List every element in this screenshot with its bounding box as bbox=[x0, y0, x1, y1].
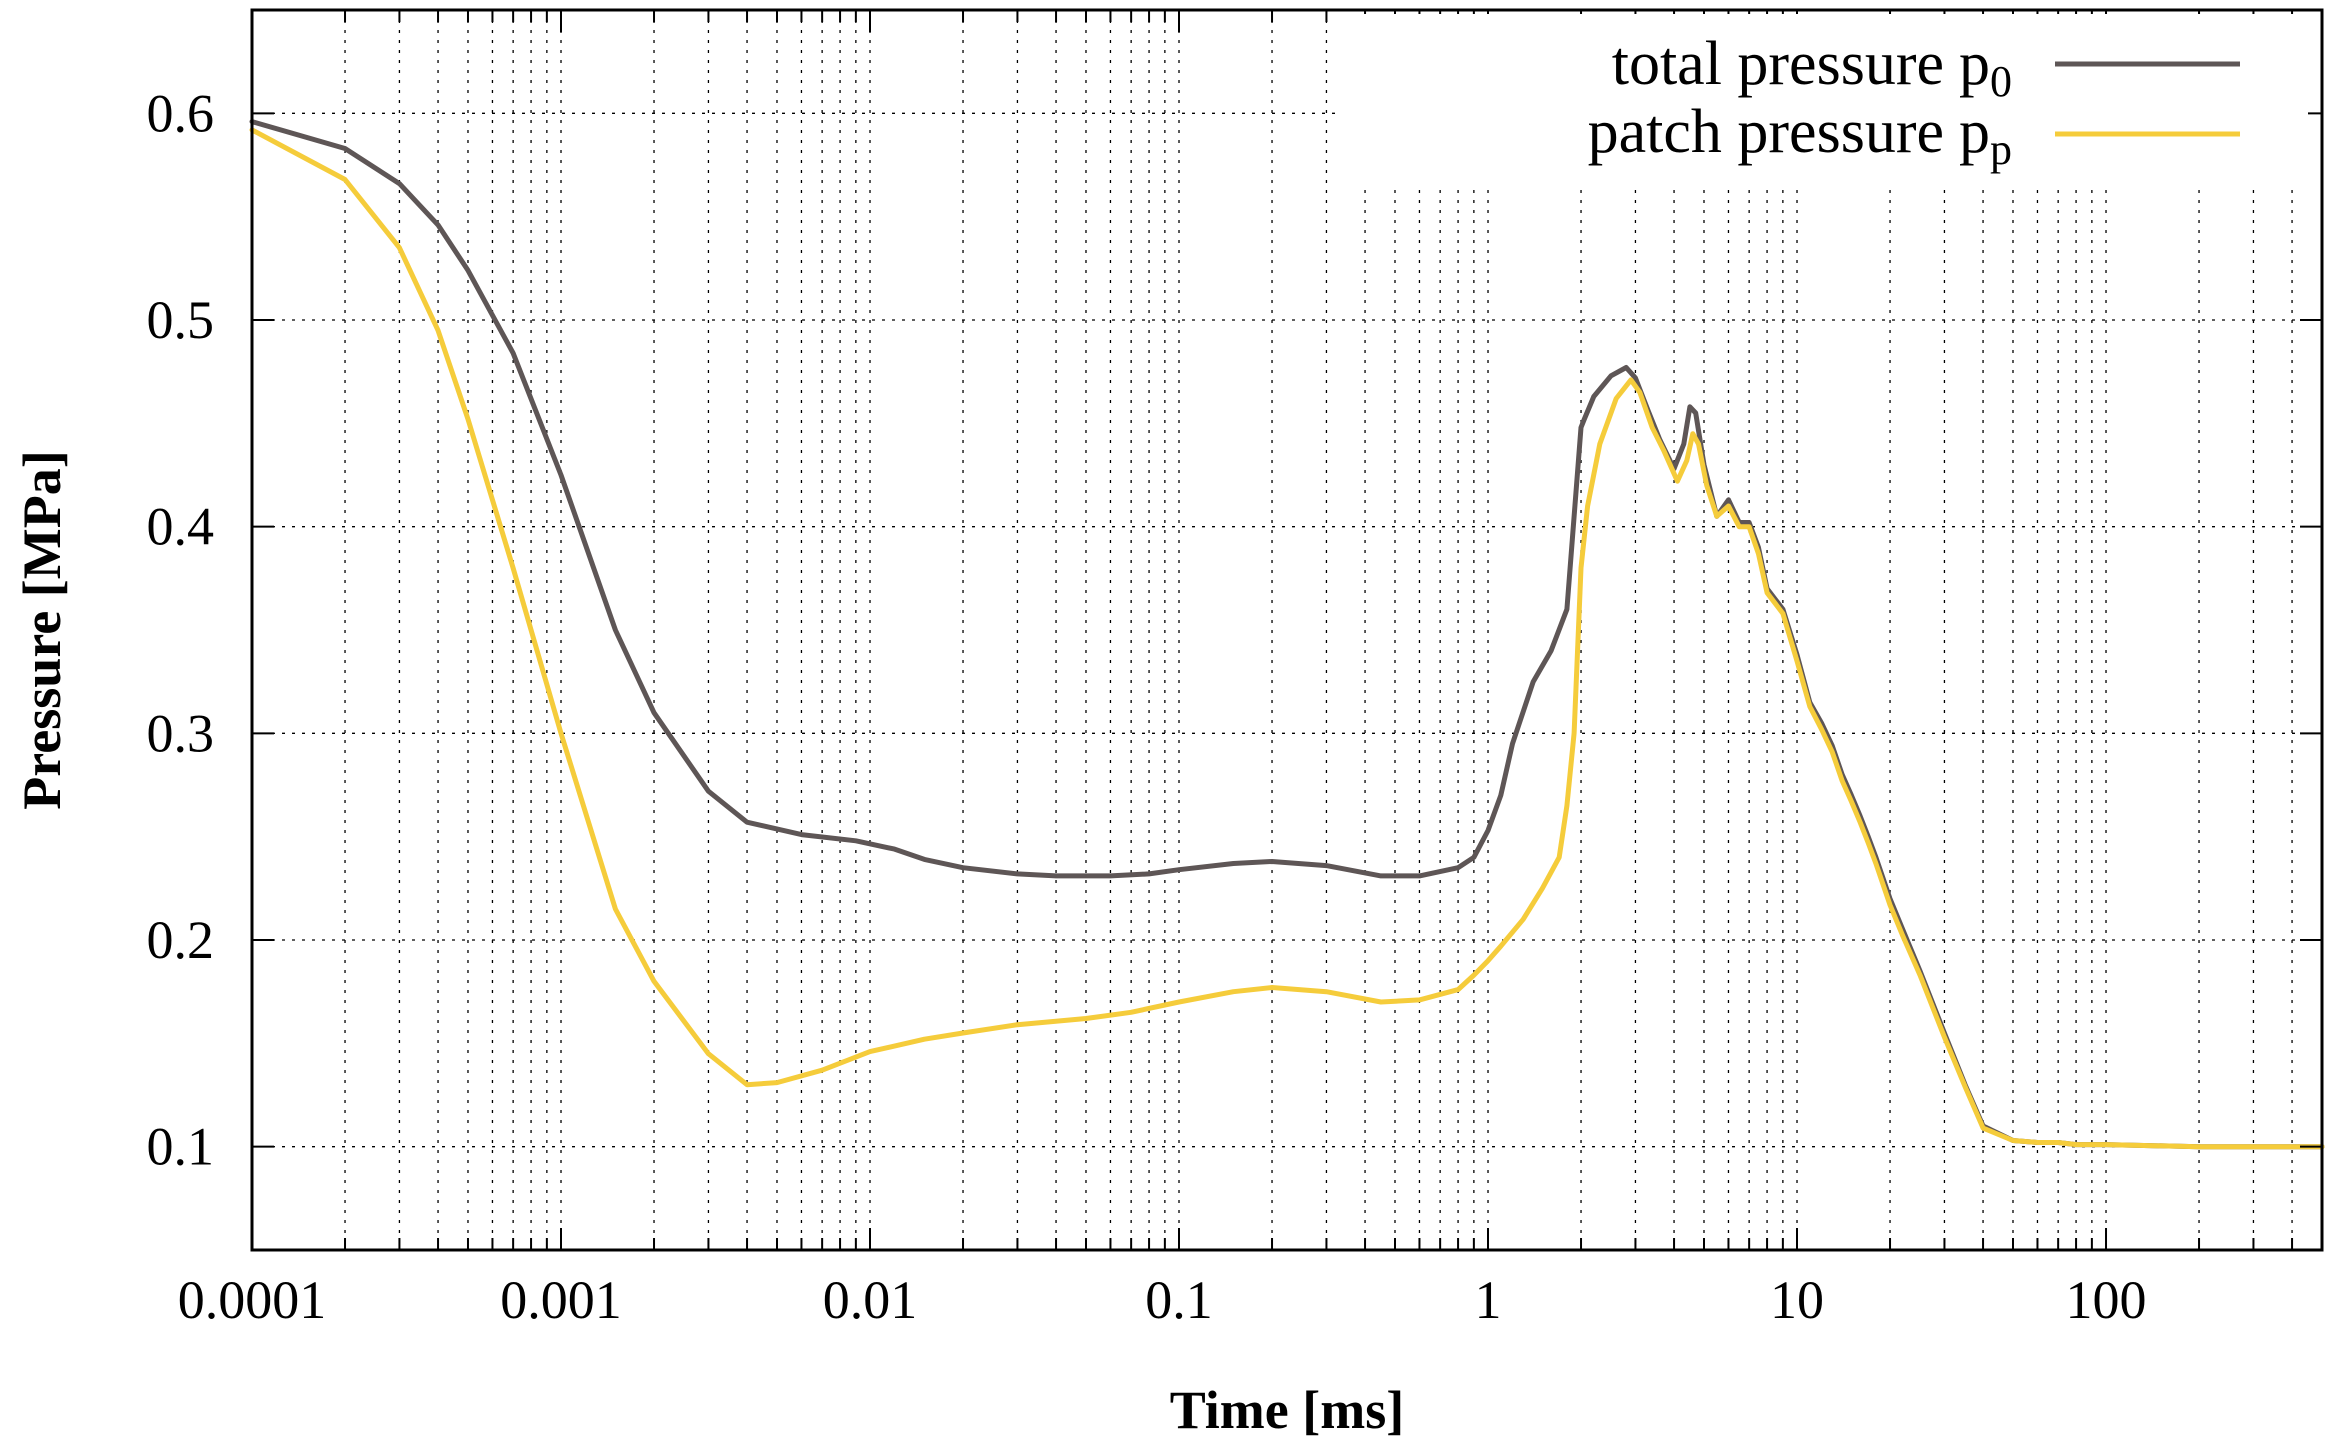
series-line-patch-pressure bbox=[249, 127, 2325, 1150]
legend-name-total-pressure: total pressure bbox=[1612, 30, 1944, 98]
legend-symbol-patch-pressure: p bbox=[1959, 98, 1990, 166]
legend-subscript-patch-pressure: p bbox=[1990, 125, 2012, 174]
legend-entry-patch-pressure: patch pressure pp bbox=[1588, 98, 2240, 174]
y-axis-title: Pressure [MPa] bbox=[12, 450, 72, 809]
y-tick-label: 0.5 bbox=[147, 290, 215, 350]
legend-background bbox=[1335, 14, 2308, 190]
legend-symbol-total-pressure: p bbox=[1959, 30, 1990, 98]
legend: total pressure p0 patch pressure pp bbox=[1335, 14, 2308, 190]
y-tick-labels: 0.1 0.2 0.3 0.4 0.5 0.6 bbox=[147, 83, 215, 1176]
plot-frame bbox=[250, 8, 2324, 1252]
x-tick-labels: 0.0001 0.001 0.01 0.1 1 10 100 bbox=[178, 1270, 2147, 1330]
legend-name-patch-pressure: patch pressure bbox=[1588, 98, 1944, 166]
x-tick-label: 100 bbox=[2066, 1270, 2147, 1330]
y-tick-label: 0.6 bbox=[147, 83, 215, 143]
x-tick-label: 10 bbox=[1770, 1270, 1824, 1330]
legend-entry-total-pressure: total pressure p0 bbox=[1612, 30, 2240, 106]
x-tick-label: 0.01 bbox=[823, 1270, 918, 1330]
x-axis-title: Time [ms] bbox=[1170, 1380, 1404, 1440]
legend-subscript-total-pressure: 0 bbox=[1990, 57, 2012, 106]
legend-label-patch-pressure: patch pressure pp bbox=[1588, 98, 2012, 174]
x-tick-label: 0.0001 bbox=[178, 1270, 327, 1330]
x-tick-label: 0.001 bbox=[500, 1270, 622, 1330]
y-tick-label: 0.2 bbox=[147, 910, 215, 970]
y-tick-label: 0.4 bbox=[147, 497, 215, 557]
series-lines bbox=[249, 119, 2325, 1150]
y-tick-label: 0.1 bbox=[147, 1117, 215, 1177]
legend-label-total-pressure: total pressure p0 bbox=[1612, 30, 2012, 106]
x-tick-label: 1 bbox=[1475, 1270, 1502, 1330]
y-tick-label: 0.3 bbox=[147, 703, 215, 763]
x-tick-label: 0.1 bbox=[1145, 1270, 1213, 1330]
